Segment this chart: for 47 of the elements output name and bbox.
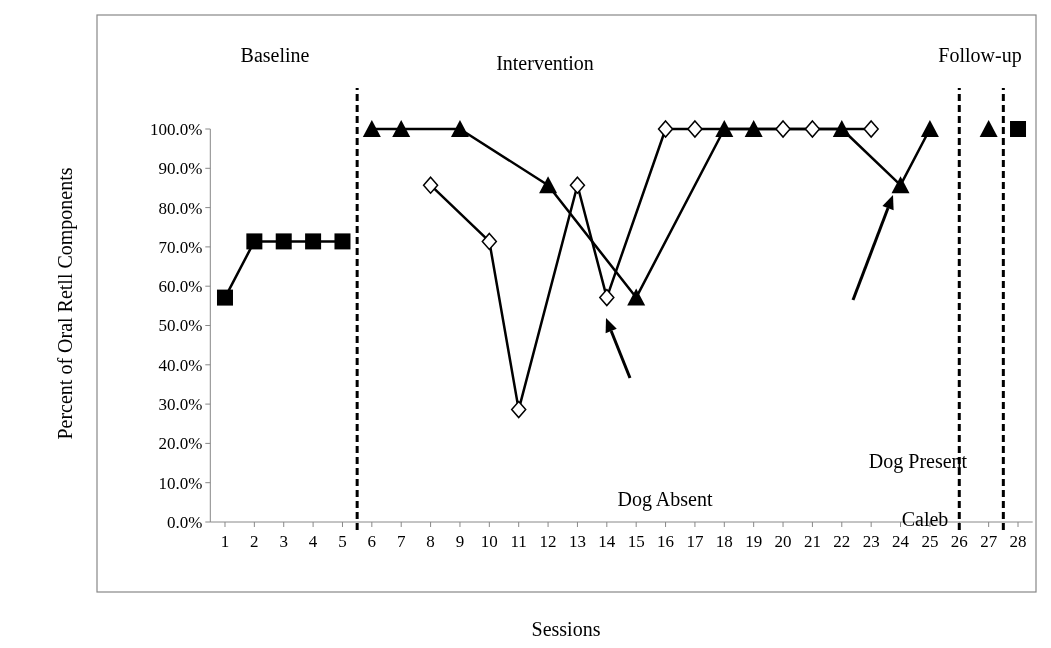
x-tick-label: 27 <box>980 532 998 551</box>
x-tick-label: 21 <box>803 532 821 551</box>
x-tick-label: 10 <box>480 532 498 551</box>
y-axis-title: Percent of Oral Retll Components <box>54 167 77 440</box>
x-tick-label: 18 <box>715 532 733 551</box>
x-tick-label: 19 <box>745 532 763 551</box>
y-tick-label: 80.0% <box>158 198 203 218</box>
x-tick-label: 11 <box>510 532 527 551</box>
annotation: Caleb <box>901 508 949 530</box>
x-tick-label: 26 <box>950 532 968 551</box>
x-tick-label: 14 <box>598 532 616 551</box>
x-tick-label: 4 <box>308 532 318 551</box>
x-tick-label: 9 <box>455 532 465 551</box>
annotation: Dog Absent <box>617 488 713 511</box>
x-tick-label: 6 <box>367 532 377 551</box>
y-tick-label: 70.0% <box>158 237 203 257</box>
text: Intervention <box>496 52 594 74</box>
text: Baseline <box>240 44 310 66</box>
x-tick-label: 8 <box>426 532 435 551</box>
x-tick-label: 7 <box>396 532 406 551</box>
x-tick-label: 25 <box>921 532 939 551</box>
y-tick-label: 0.0% <box>166 512 203 532</box>
x-tick-label: 17 <box>686 532 704 551</box>
x-axis-title: Sessions <box>531 618 601 640</box>
y-tick-label: 90.0% <box>158 159 203 179</box>
x-tick-label: 20 <box>774 532 792 551</box>
x-tick-label: 3 <box>279 532 288 551</box>
x-tick-label: 5 <box>338 532 347 551</box>
y-tick-label: 30.0% <box>158 395 203 415</box>
x-tick-label: 24 <box>892 532 910 551</box>
x-tick-label: 1 <box>220 532 230 551</box>
y-tick-label: 60.0% <box>158 277 203 297</box>
x-tick-label: 13 <box>568 532 586 551</box>
x-tick-label: 22 <box>833 532 851 551</box>
y-tick-label: 10.0% <box>158 473 203 493</box>
x-tick-label: 15 <box>627 532 645 551</box>
y-tick-label: 40.0% <box>158 355 203 375</box>
y-tick-label: 20.0% <box>158 434 203 454</box>
x-tick-label: 23 <box>862 532 880 551</box>
x-tick-label: 16 <box>657 532 675 551</box>
y-tick-label: 50.0% <box>158 316 203 336</box>
y-tick-label: 100.0% <box>149 119 203 139</box>
x-tick-label: 2 <box>250 532 259 551</box>
annotation: Dog Present <box>868 450 968 473</box>
text: Follow-up <box>938 44 1022 67</box>
x-tick-label: 12 <box>539 532 557 551</box>
x-tick-label: 28 <box>1009 532 1027 551</box>
